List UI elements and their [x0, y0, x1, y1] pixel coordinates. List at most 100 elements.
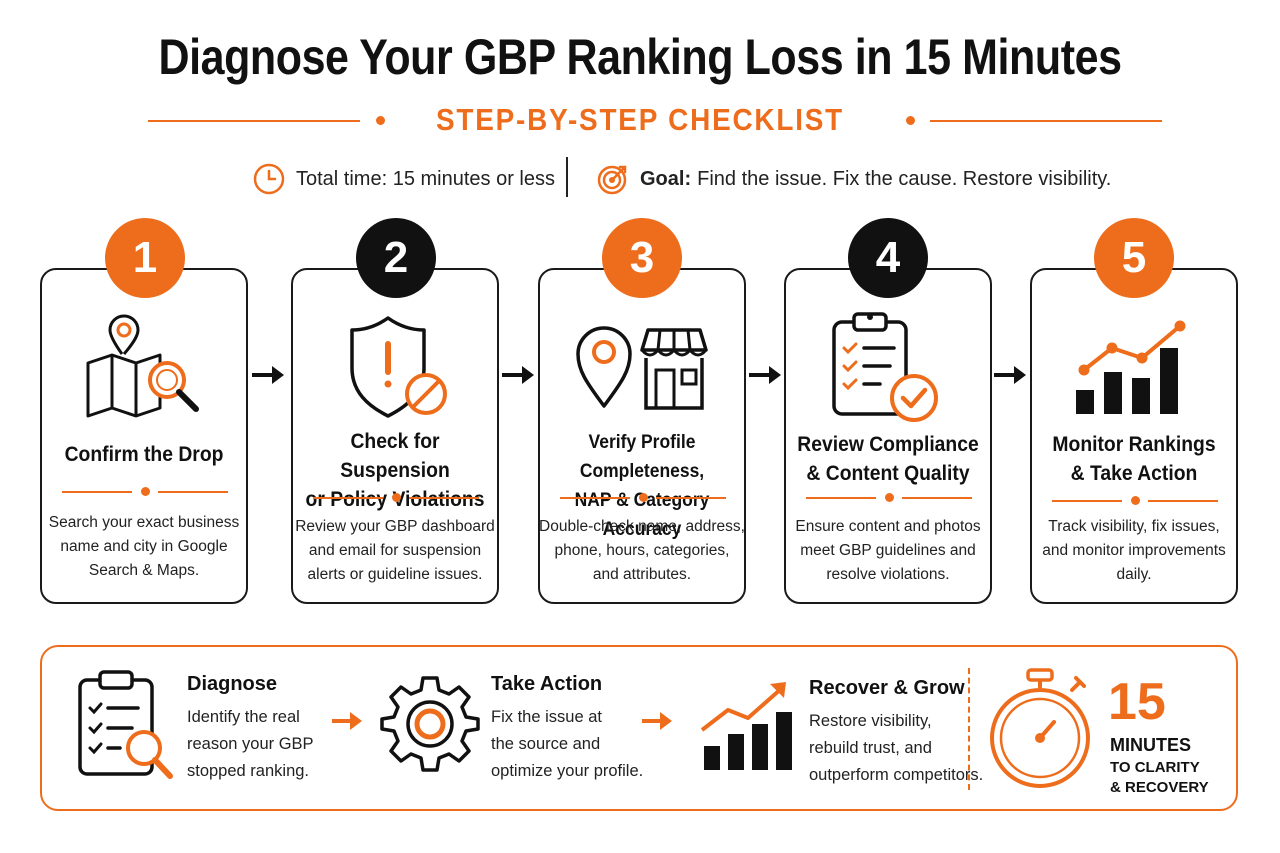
- step-badge-3: 3: [602, 218, 682, 298]
- diagnose-text: Identify the real reason your GBP stoppe…: [187, 704, 314, 785]
- step-divider-5-left: [1052, 500, 1122, 502]
- subtitle-row: STEP-BY-STEP CHECKLIST: [0, 100, 1280, 140]
- step-badge-1: 1: [105, 218, 185, 298]
- recover-grow-line3: outperform competitors.: [809, 766, 984, 784]
- step-desc-5-line2: and monitor improvements: [1042, 542, 1226, 559]
- subtitle: STEP-BY-STEP CHECKLIST: [435, 102, 845, 137]
- arrow-right-icon: [332, 712, 362, 730]
- recover-grow-line1: Restore visibility,: [809, 712, 932, 730]
- trend-chart-icon: [1076, 320, 1186, 414]
- goal-label: Goal:: [640, 167, 692, 190]
- step-desc-3: Double-check name, address, phone, hours…: [538, 515, 746, 587]
- step-divider-3-left: [560, 497, 630, 499]
- step-card-3: [538, 268, 746, 604]
- goal-text: Find the issue. Fix the cause. Restore v…: [697, 167, 1112, 190]
- step-divider-1-left: [62, 491, 132, 493]
- location-store-icon: [576, 326, 708, 410]
- step-desc-4-line1: Ensure content and photos: [795, 518, 981, 535]
- step-divider-3-right: [656, 497, 726, 499]
- recover-grow-line2: rebuild trust, and: [809, 739, 932, 757]
- clock-icon: [253, 163, 285, 195]
- timer-number: 15: [1108, 673, 1166, 731]
- step-divider-4-right: [902, 497, 972, 499]
- arrow-right-icon: [642, 712, 672, 730]
- diagnose-line3: stopped ranking.: [187, 762, 310, 780]
- checklist-search-icon: [78, 670, 173, 779]
- step-desc-2: Review your GBP dashboard and email for …: [291, 515, 499, 587]
- step-title-4-line1: Review Compliance: [797, 433, 979, 456]
- step-divider-4-dot: [885, 493, 894, 502]
- shield-warning-icon: [350, 316, 447, 418]
- step-desc-2-line1: Review your GBP dashboard: [295, 518, 495, 535]
- take-action-line1: Fix the issue at: [491, 708, 602, 726]
- arrow-right-icon: [749, 366, 781, 384]
- step-title-4: Review Compliance & Content Quality: [792, 430, 983, 488]
- step-title-2-line1: Check for Suspension: [340, 430, 450, 482]
- step-badge-2: 2: [356, 218, 436, 298]
- step-badge-5: 5: [1094, 218, 1174, 298]
- step-divider-1-right: [158, 491, 228, 493]
- arrow-right-icon: [252, 366, 284, 384]
- step-divider-1-dot: [141, 487, 150, 496]
- growth-chart-icon: [700, 682, 792, 770]
- step-desc-1-line3: Search & Maps.: [88, 562, 200, 579]
- timer-caption-line2: & RECOVERY: [1110, 779, 1209, 796]
- arrow-right-icon: [994, 366, 1026, 384]
- step-divider-2-left: [313, 497, 383, 499]
- arrow-right-icon: [502, 366, 534, 384]
- step-title-1: Confirm the Drop: [48, 440, 239, 469]
- timer-caption-line1: TO CLARITY: [1110, 759, 1200, 776]
- step-divider-2-dot: [392, 493, 401, 502]
- step-desc-1-line1: Search your exact business: [48, 514, 240, 531]
- take-action-heading: Take Action: [491, 673, 603, 695]
- step-desc-1-line2: name and city in Google: [60, 538, 228, 555]
- step-title-1-line1: Confirm the Drop: [64, 443, 224, 466]
- step-badge-4: 4: [848, 218, 928, 298]
- clipboard-check-icon: [832, 312, 938, 422]
- step-title-4-line2: & Content Quality: [806, 462, 970, 485]
- step-desc-4-line3: resolve violations.: [826, 566, 950, 583]
- step-desc-5: Track visibility, fix issues, and monito…: [1030, 515, 1238, 587]
- summary-panel: [40, 645, 1238, 811]
- take-action-line3: optimize your profile.: [491, 762, 644, 780]
- gear-icon: [380, 676, 480, 772]
- subtitle-dot-left: [376, 116, 385, 125]
- step-divider-5-dot: [1131, 496, 1140, 505]
- step-title-3-line1: Verify Profile Completeness,: [579, 432, 705, 482]
- diagnose-line1: Identify the real: [187, 708, 300, 726]
- step-title-5-line1: Monitor Rankings: [1052, 433, 1216, 456]
- timer-unit: MINUTES: [1110, 735, 1191, 755]
- subtitle-dot-right: [906, 116, 915, 125]
- step-card-5: [1030, 268, 1238, 604]
- step-desc-4: Ensure content and photos meet GBP guide…: [784, 515, 992, 587]
- step-desc-2-line2: and email for suspension: [308, 542, 482, 559]
- step-desc-4-line2: meet GBP guidelines and: [800, 542, 976, 559]
- total-time-text: Total time: 15 minutes or less: [296, 167, 555, 190]
- step-desc-3-line3: and attributes.: [592, 566, 692, 583]
- meta-separator: [566, 157, 568, 197]
- step-desc-2-line3: alerts or guideline issues.: [307, 566, 483, 583]
- step-divider-3-dot: [639, 493, 648, 502]
- map-search-icon: [86, 314, 199, 418]
- step-divider-5-right: [1148, 500, 1218, 502]
- subtitle-line-left: [148, 120, 360, 122]
- subtitle-line-right: [930, 120, 1162, 122]
- recover-grow-text: Restore visibility, rebuild trust, and o…: [809, 708, 983, 789]
- stopwatch-icon: [990, 668, 1090, 788]
- goal: Goal: Find the issue. Fix the cause. Res…: [596, 162, 1111, 196]
- diagnose-line2: reason your GBP: [187, 735, 314, 753]
- step-title-5-line2: & Take Action: [1070, 462, 1198, 485]
- step-divider-2-right: [409, 497, 479, 499]
- total-time: Total time: 15 minutes or less: [252, 162, 555, 196]
- summary-separator: [968, 668, 970, 790]
- step-title-5: Monitor Rankings & Take Action: [1038, 430, 1229, 488]
- step-desc-3-line2: phone, hours, categories,: [554, 542, 730, 559]
- step-desc-5-line3: daily.: [1116, 566, 1152, 583]
- step-desc-1: Search your exact business name and city…: [40, 511, 248, 583]
- take-action-text: Fix the issue at the source and optimize…: [491, 704, 643, 785]
- take-action-line2: the source and: [491, 735, 601, 753]
- diagnose-heading: Diagnose: [187, 673, 278, 695]
- target-icon: [597, 165, 627, 195]
- step-desc-3-line1: Double-check name, address,: [539, 518, 745, 535]
- step-card-4: [784, 268, 992, 604]
